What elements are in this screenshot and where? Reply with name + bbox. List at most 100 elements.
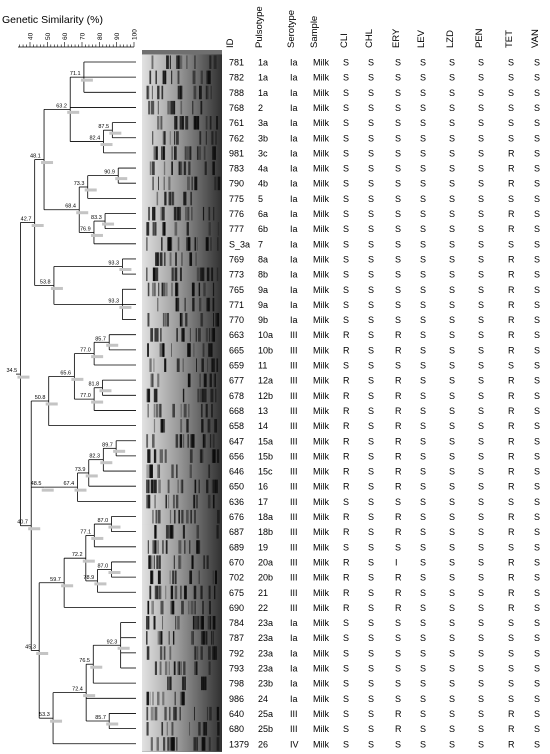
cell-sample: Milk [313,694,329,704]
cell-ery: S [395,633,401,643]
gel-lane-bg [142,478,222,495]
gel-lane [142,190,222,207]
table-row: 670 20a III Milk R S I S S S R S [229,557,540,567]
node-error-bar [36,651,49,655]
cell-ery: S [395,664,401,674]
node-error-bar [115,177,128,181]
gel-band [215,570,218,585]
cell-cli: S [343,724,349,734]
cell-chl: S [368,527,374,537]
cell-van: S [534,618,540,628]
gel-band [146,615,149,630]
cell-pulsotype: 15c [258,467,273,477]
gel-band [179,555,182,569]
cell-chl: S [368,739,374,749]
gel-band [209,116,212,130]
gel-band [170,737,173,751]
gel-band [205,85,209,100]
gel-band [183,434,185,448]
gel-band [196,525,200,539]
cell-van: S [534,285,540,295]
gel-band [209,615,212,630]
gel-band [147,494,151,509]
cell-lev: S [420,588,426,598]
cell-ery: R [395,330,402,340]
cell-tet: S [508,664,514,674]
gel-band [171,191,175,206]
gel-band [162,70,166,85]
gel-band [196,737,199,751]
cell-lzd: S [449,542,455,552]
node-error-bar [85,474,98,478]
gel-band [217,722,220,736]
gel-band [207,70,211,85]
cell-pulsotype: 12a [258,376,273,386]
gel-band [196,146,199,160]
gel-band [210,267,213,282]
gel-lane [142,99,222,116]
cell-lzd: S [449,709,455,719]
gel-band [174,691,176,706]
gel-lane [142,584,222,601]
gel-band [155,146,158,160]
gel-band [186,237,189,251]
gel-lane-bg [142,539,222,555]
cell-serotype: III [290,573,298,583]
gel-band [151,55,154,69]
cell-chl: S [368,148,374,158]
gel-band [203,373,205,388]
gel-band [152,206,155,221]
node-similarity-label: 89.7 [102,442,113,448]
gel-band [163,737,166,751]
gel-band [180,403,182,418]
gel-band [198,570,200,585]
cell-serotype: III [290,603,298,613]
table-row: 777 6b Ia Milk S S S S S S R S [229,224,540,234]
cell-id: 680 [229,724,244,734]
cell-pulsotype: 4a [258,164,268,174]
gel-band [165,70,167,85]
node-similarity-label: 93.3 [108,261,119,267]
cell-lzd: S [449,512,455,522]
gel-band [178,555,181,569]
cell-chl: S [368,361,374,371]
cell-serotype: Ia [290,270,298,280]
cell-chl: S [368,467,374,477]
cell-cli: S [343,315,349,325]
gel-band [147,540,149,554]
node-error-bar [108,571,121,575]
cell-ery: R [395,573,402,583]
gel-band [210,343,213,357]
gel-band [177,55,181,69]
gel-band [160,419,164,433]
cell-sample: Milk [313,724,329,734]
gel-band [215,312,217,327]
gel-band [175,494,179,509]
gel-band [152,161,155,176]
cell-sample: Milk [313,148,329,158]
gel-band [150,464,152,479]
cell-pulsotype: 8b [258,270,268,280]
cell-sample: Milk [313,421,329,431]
gel-lane [142,675,222,692]
node-similarity-label: 63.2 [56,103,67,109]
gel-band [157,100,159,115]
gel-lane [142,69,222,86]
cell-lev: S [420,648,426,658]
gel-lane [142,296,222,313]
gel-band [185,312,188,327]
node-error-bar [90,233,103,237]
cell-serotype: III [290,436,298,446]
gel-band [211,403,213,418]
gel-band [176,297,179,312]
cell-pulsotype: 25a [258,709,273,719]
cell-cli: S [343,194,349,204]
gel-band [183,585,187,600]
gel-band [187,343,191,357]
cell-serotype: III [290,588,298,598]
cell-van: S [534,300,540,310]
gel-band [212,646,216,660]
cell-sample: Milk [313,270,329,280]
scale-tick-label: 40 [28,32,35,40]
cell-tet: S [508,497,514,507]
